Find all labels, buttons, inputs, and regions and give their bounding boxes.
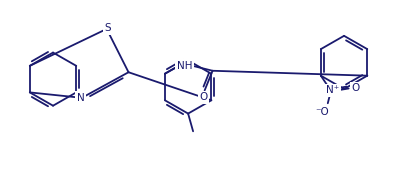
Text: ⁻O: ⁻O	[315, 107, 329, 117]
Text: O: O	[351, 84, 360, 93]
Text: N⁺: N⁺	[326, 85, 339, 96]
Text: NH: NH	[177, 61, 192, 71]
Text: N: N	[77, 93, 85, 103]
Text: S: S	[104, 23, 111, 33]
Text: O: O	[199, 92, 208, 102]
